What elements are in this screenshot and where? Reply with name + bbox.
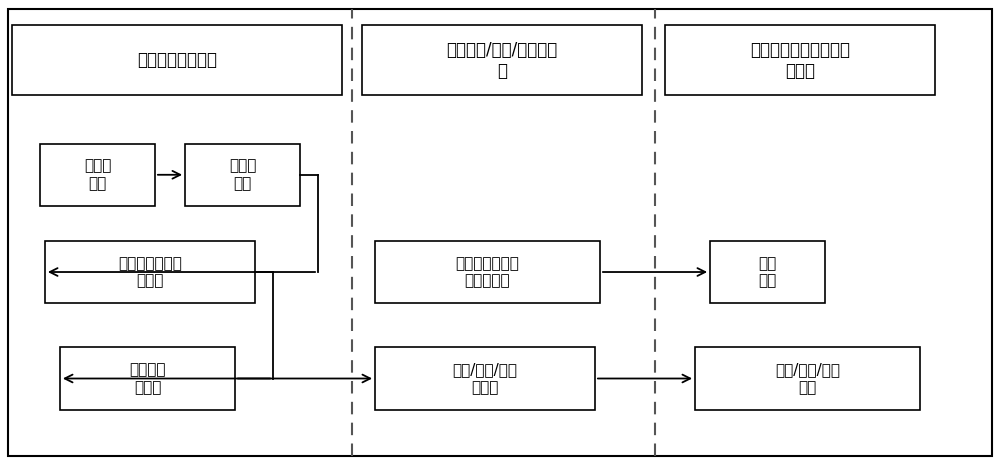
FancyBboxPatch shape (695, 347, 920, 410)
Text: 虚拟机系统初始化: 虚拟机系统初始化 (137, 51, 217, 69)
Text: 用户服务/应用/驱动初始
化: 用户服务/应用/驱动初始 化 (446, 41, 558, 80)
Text: 锁定
完成: 锁定 完成 (758, 256, 777, 288)
FancyBboxPatch shape (60, 347, 235, 410)
Text: 分部延迟锁定第
二内存资源: 分部延迟锁定第 二内存资源 (456, 256, 519, 288)
Text: 虚拟机
开机: 虚拟机 开机 (84, 159, 111, 191)
FancyBboxPatch shape (710, 241, 825, 303)
FancyBboxPatch shape (362, 25, 642, 95)
Text: 服务/应用/驱动
初始化: 服务/应用/驱动 初始化 (452, 363, 518, 394)
FancyBboxPatch shape (375, 241, 600, 303)
Text: 系统初
始化: 系统初 始化 (229, 159, 256, 191)
Text: 内存资源实际占用量达
到峰値: 内存资源实际占用量达 到峰値 (750, 41, 850, 80)
FancyBboxPatch shape (40, 144, 155, 206)
FancyBboxPatch shape (45, 241, 255, 303)
FancyBboxPatch shape (375, 347, 595, 410)
FancyBboxPatch shape (12, 25, 342, 95)
FancyBboxPatch shape (8, 9, 992, 456)
FancyBboxPatch shape (185, 144, 300, 206)
Text: 先行锁定第一内
存资源: 先行锁定第一内 存资源 (118, 256, 182, 288)
Text: 系统初始
化结束: 系统初始 化结束 (129, 363, 166, 394)
Text: 服务/应用/驱动
运行: 服务/应用/驱动 运行 (775, 363, 840, 394)
FancyBboxPatch shape (665, 25, 935, 95)
